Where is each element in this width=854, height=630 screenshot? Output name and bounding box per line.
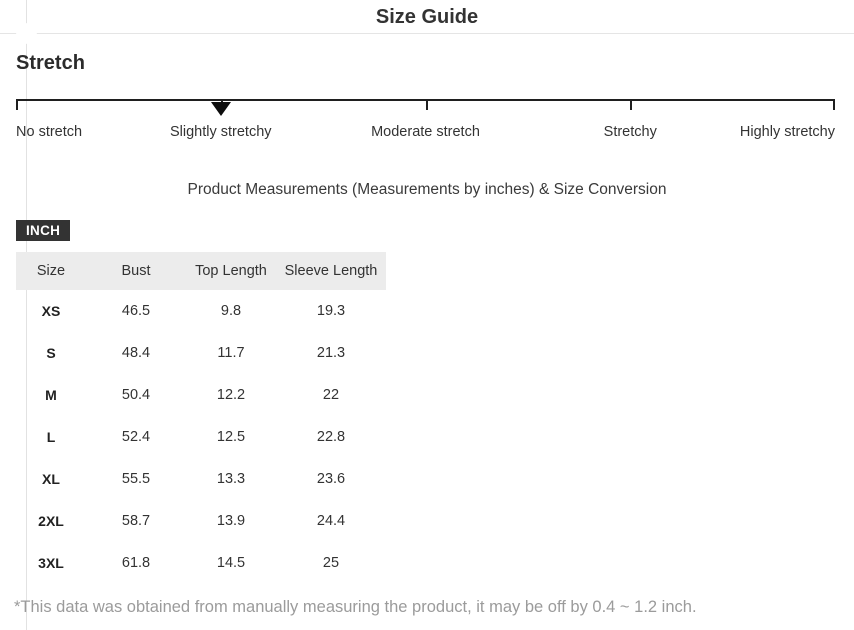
bust-value: 46.5 — [121, 303, 151, 319]
column-header-bust: Bust — [121, 263, 151, 279]
table-row: L 52.4 12.5 22.8 — [16, 416, 386, 458]
column-header-sleeve-length: Sleeve Length — [284, 263, 378, 279]
stretch-scale-bar — [16, 99, 835, 116]
sleeve-length-value: 22 — [322, 387, 340, 403]
bust-value: 52.4 — [121, 429, 151, 445]
column-header-top-length: Top Length — [195, 263, 267, 279]
table-header-row: Size Bust Top Length Sleeve Length — [16, 252, 386, 290]
scale-label-highly-stretchy: Highly stretchy — [739, 124, 835, 140]
stretch-marker-triangle-icon — [210, 102, 231, 116]
top-length-value: 13.3 — [216, 471, 246, 487]
column-header-size: Size — [36, 263, 66, 279]
sleeve-length-value: 19.3 — [316, 303, 346, 319]
bust-value: 58.7 — [121, 513, 151, 529]
scale-tick — [630, 101, 633, 110]
sleeve-length-value: 22.8 — [316, 429, 346, 445]
scale-label-stretchy: Stretchy — [603, 124, 657, 140]
bust-value: 61.8 — [121, 555, 151, 571]
table-row: XL 55.5 13.3 23.6 — [16, 458, 386, 500]
size-value: XL — [42, 471, 60, 487]
table-row: S 48.4 11.7 21.3 — [16, 332, 386, 374]
scale-label-no-stretch: No stretch — [16, 124, 83, 140]
scale-tick — [425, 101, 428, 110]
size-value: L — [46, 429, 56, 445]
bust-value: 48.4 — [121, 345, 151, 361]
scale-label-moderate-stretch: Moderate stretch — [371, 124, 480, 140]
table-row: M 50.4 12.2 22 — [16, 374, 386, 416]
sleeve-length-value: 23.6 — [316, 471, 346, 487]
page-title: Size Guide — [375, 6, 479, 28]
top-length-value: 14.5 — [216, 555, 246, 571]
size-value: XS — [41, 303, 61, 319]
measurement-disclaimer: *This data was obtained from manually me… — [14, 598, 697, 616]
measurements-heading: Product Measurements (Measurements by in… — [187, 181, 667, 198]
size-value: 3XL — [38, 555, 64, 571]
size-table: Size Bust Top Length Sleeve Length XS 46… — [16, 252, 386, 584]
top-length-value: 12.2 — [216, 387, 246, 403]
table-row: XS 46.5 9.8 19.3 — [16, 290, 386, 332]
size-value: 2XL — [38, 513, 64, 529]
bust-value: 50.4 — [121, 387, 151, 403]
top-length-value: 11.7 — [217, 345, 245, 361]
scale-label-slightly-stretchy: Slightly stretchy — [169, 124, 272, 140]
bust-value: 55.5 — [121, 471, 151, 487]
sleeve-length-value: 25 — [322, 555, 340, 571]
sleeve-length-value: 24.4 — [316, 513, 346, 529]
top-length-value: 9.8 — [220, 303, 242, 319]
left-hairline — [26, 0, 27, 630]
top-length-value: 13.9 — [216, 513, 246, 529]
scale-tick — [16, 101, 18, 110]
stretch-section-title: Stretch — [16, 52, 85, 74]
header-divider — [0, 33, 854, 34]
unit-toggle-inch[interactable]: INCH — [16, 220, 71, 241]
table-row: 3XL 61.8 14.5 25 — [16, 542, 386, 584]
table-row: 2XL 58.7 13.9 24.4 — [16, 500, 386, 542]
scale-tick — [833, 101, 835, 110]
size-value: M — [45, 387, 57, 403]
sleeve-length-value: 21.3 — [316, 345, 346, 361]
top-length-value: 12.5 — [216, 429, 246, 445]
stretch-scale-labels: No stretch Slightly stretchy Moderate st… — [16, 124, 835, 142]
size-value: S — [46, 345, 56, 361]
